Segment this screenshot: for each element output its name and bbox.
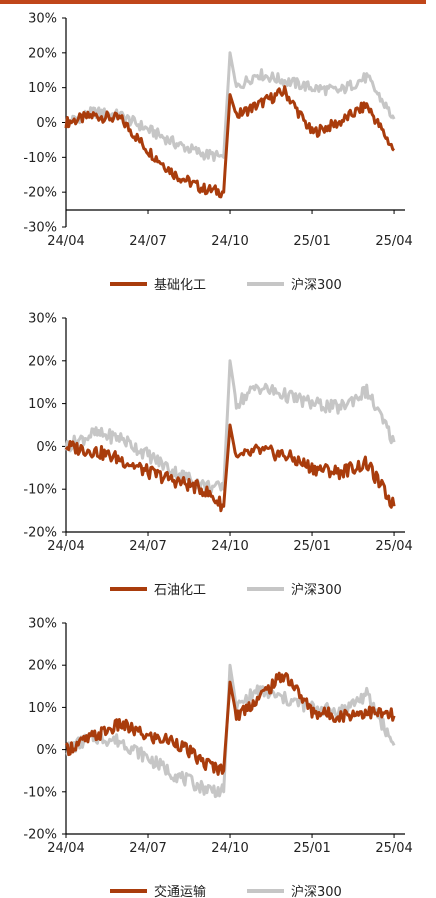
x-tick-label: 24/07 [129, 234, 166, 249]
x-tick-label: 24/10 [211, 841, 248, 856]
y-tick-label: 10% [28, 81, 57, 96]
y-tick-label: 30% [28, 617, 57, 632]
header-accent-bar [0, 0, 426, 4]
x-tick-label: 24/04 [47, 841, 84, 856]
x-tick-label: 25/04 [375, 539, 412, 554]
sector-series-line [64, 671, 396, 776]
y-tick-label: 10% [28, 397, 57, 412]
legend-label-index: 沪深300 [291, 277, 342, 293]
chart-petrochemicals: 30% 20% 10% 0% -10% -20%24/04 24/07 24/10 25/01 2… [23, 312, 412, 599]
y-tick-label: -20% [23, 186, 57, 201]
x-tick-label: 24/04 [47, 539, 84, 554]
chart-transportation: 30% 20% 10% 0% -10% -20%24/04 24/07 24/10 25/01 2… [23, 617, 412, 898]
x-tick-label: 25/04 [375, 841, 412, 856]
legend-label-sector: 交通运输 [154, 884, 206, 898]
y-tick-label: 0% [36, 440, 57, 455]
y-tick-label: -30% [23, 221, 57, 236]
x-tick-label: 24/10 [211, 234, 248, 249]
index-series-line [64, 51, 396, 162]
x-tick-label: 24/04 [47, 234, 84, 249]
y-tick-label: 0% [36, 116, 57, 131]
y-tick-label: 0% [36, 743, 57, 758]
x-tick-label: 24/07 [129, 539, 166, 554]
x-tick-label: 25/01 [293, 539, 330, 554]
index-series-line [65, 663, 396, 799]
y-tick-label: -10% [23, 785, 57, 800]
sector-series-line [64, 423, 396, 513]
y-tick-label: -10% [23, 483, 57, 498]
legend-label-index: 沪深300 [291, 884, 342, 898]
legend-label-sector: 石油化工 [154, 583, 206, 598]
y-tick-label: 30% [28, 12, 57, 27]
y-tick-label: 20% [28, 354, 57, 369]
sector-series-line [64, 85, 396, 199]
x-tick-label: 25/01 [293, 234, 330, 249]
y-tick-label: -10% [23, 151, 57, 166]
y-tick-label: -20% [23, 828, 57, 843]
y-tick-label: 20% [28, 659, 57, 674]
index-series-line [64, 359, 396, 494]
legend-label-sector: 基础化工 [154, 278, 206, 293]
y-tick-label: 10% [28, 701, 57, 716]
y-tick-label: 30% [28, 312, 57, 327]
x-tick-label: 24/10 [211, 539, 248, 554]
x-tick-label: 25/01 [293, 841, 330, 856]
y-tick-label: -20% [23, 526, 57, 541]
y-tick-label: 20% [28, 46, 57, 61]
x-tick-label: 25/04 [375, 234, 412, 249]
x-tick-label: 24/07 [129, 841, 166, 856]
legend-label-index: 沪深300 [291, 582, 342, 598]
chart-basic-chemicals: 30% 20% 10% 0% -10% -20% -30%24/04 24/07 24/10 25… [23, 12, 412, 294]
